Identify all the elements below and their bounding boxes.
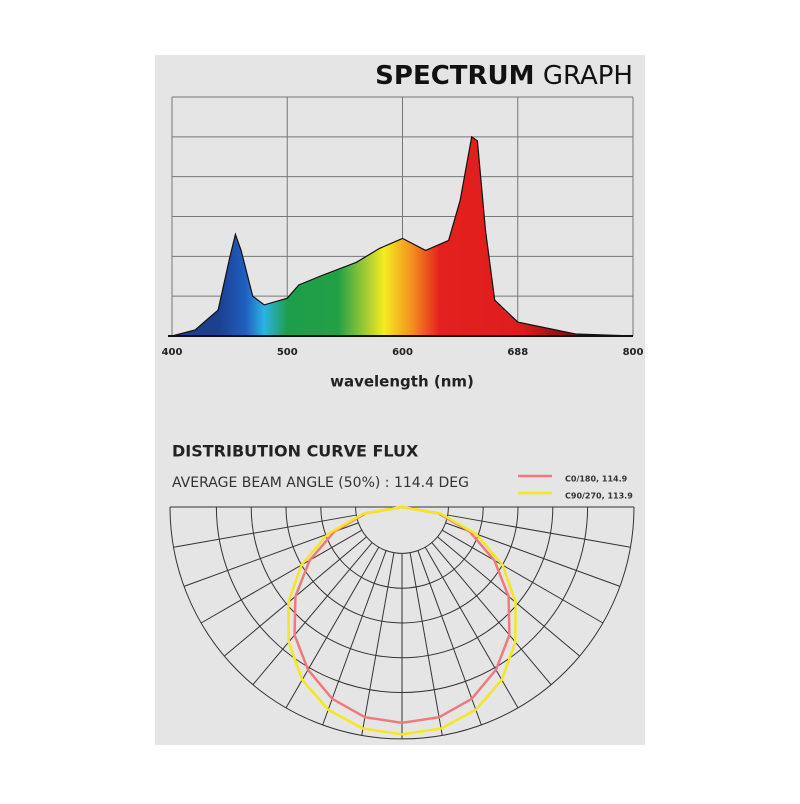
polar-spoke xyxy=(200,529,363,624)
polar-spoke xyxy=(441,529,604,624)
polar-spoke xyxy=(417,550,482,726)
polar-spoke xyxy=(447,514,631,548)
polar-curve xyxy=(287,505,517,736)
chart-title: SPECTRUM GRAPH xyxy=(375,61,633,91)
panel xyxy=(155,55,645,745)
polar-spoke xyxy=(252,542,373,686)
polar-curve xyxy=(293,505,511,725)
x-tick-label: 600 xyxy=(392,347,413,358)
polar-spoke xyxy=(424,546,519,709)
polar-spoke xyxy=(173,514,357,548)
title-light: GRAPH xyxy=(543,61,633,91)
polar-spoke xyxy=(409,552,443,736)
polar-spoke xyxy=(361,552,395,736)
x-tick-label: 500 xyxy=(277,347,298,358)
title-bold: SPECTRUM xyxy=(375,61,534,91)
x-tick-label: 688 xyxy=(507,347,528,358)
spectrum-area xyxy=(171,135,634,337)
polar-title: DISTRIBUTION CURVE FLUX xyxy=(172,442,419,461)
legend-label: C90/270, 113.9 xyxy=(565,492,633,501)
x-axis-label: wavelength (nm) xyxy=(330,373,474,391)
polar-subtitle: AVERAGE BEAM ANGLE (50%) : 114.4 DEG xyxy=(172,475,469,491)
polar-spoke xyxy=(285,546,380,709)
x-tick-label: 800 xyxy=(623,347,644,358)
x-tick-label: 400 xyxy=(162,347,183,358)
legend-label: C0/180, 114.9 xyxy=(565,475,628,484)
polar-spoke xyxy=(431,542,552,686)
polar-spoke xyxy=(322,550,387,726)
